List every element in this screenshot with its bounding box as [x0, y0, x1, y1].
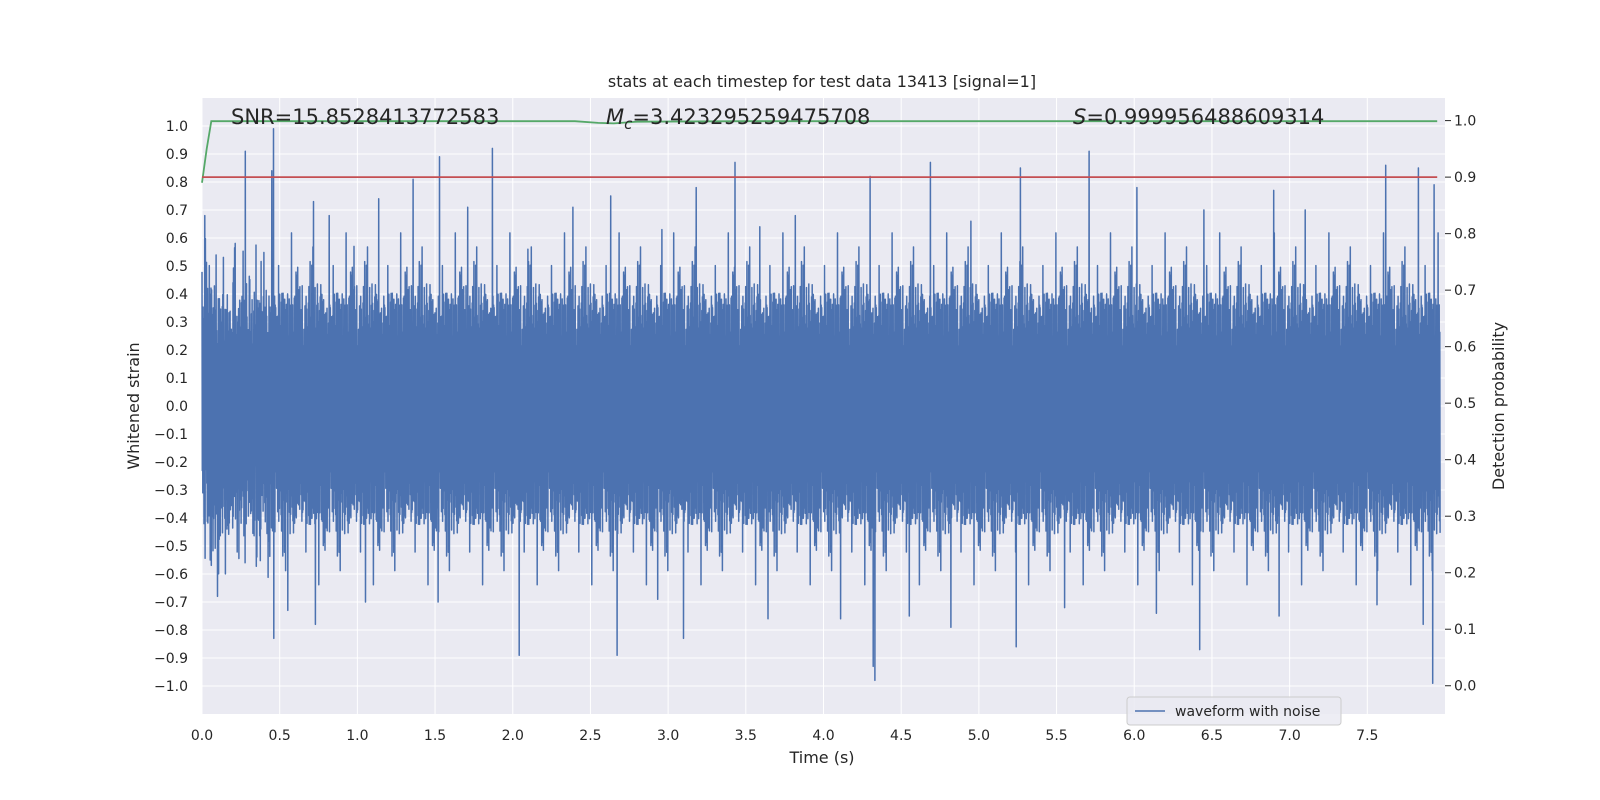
y-tick-label-left: −0.4	[154, 511, 188, 527]
y-tick-label-right: 0.5	[1454, 396, 1476, 412]
y-tick-label-right: 0.2	[1454, 566, 1476, 582]
score-symbol: S	[1073, 105, 1086, 129]
detection-probability-line	[201, 120, 1438, 183]
legend-label-waveform: waveform with noise	[1175, 704, 1320, 720]
y-tick-label-right: 0.8	[1454, 227, 1476, 243]
y-tick-label-left: 0.1	[166, 371, 188, 387]
legend-box	[1126, 696, 1342, 726]
y-tick-label-left: 0.0	[166, 399, 188, 415]
score-annotation: S=0.999956488609314	[1073, 105, 1324, 129]
y-tick-label-right: 0.4	[1454, 453, 1476, 469]
y-tick-label-right: 0.9	[1454, 170, 1476, 186]
y-tick-label-left: −0.9	[154, 651, 188, 667]
y-tick-label-left: −0.6	[154, 567, 188, 583]
x-tick-label: 2.0	[502, 728, 524, 744]
y-tick-label-left: 0.8	[166, 175, 188, 191]
y-tick-label-right: 0.6	[1454, 340, 1476, 356]
y-tick-label-left: −0.2	[154, 455, 188, 471]
chirp-mass-value: =3.423295259475708	[632, 105, 870, 129]
x-tick-label: 5.5	[1045, 728, 1067, 744]
x-tick-label: 5.0	[968, 728, 990, 744]
y-tick-label-left: −0.1	[154, 427, 188, 443]
x-tick-label: 7.0	[1278, 728, 1300, 744]
y-axis-label-right: Detection probability	[1489, 322, 1508, 490]
x-tick-label: 3.5	[735, 728, 757, 744]
chirp-mass-annotation: Mc=3.423295259475708	[606, 105, 870, 133]
chirp-mass-subscript: c	[624, 115, 633, 133]
chart-title: stats at each timestep for test data 134…	[608, 72, 1036, 91]
y-tick-label-left: 0.9	[166, 147, 188, 163]
x-tick-label: 0.5	[269, 728, 291, 744]
y-tick-label-right: 0.3	[1454, 509, 1476, 525]
y-tick-label-right: 0.7	[1454, 283, 1476, 299]
x-axis-label: Time (s)	[788, 748, 854, 767]
waveform-series	[201, 128, 1441, 684]
y-axis-label-left: Whitened strain	[124, 342, 143, 469]
y-tick-label-left: 0.2	[166, 343, 188, 359]
y-tick-label-left: 0.7	[166, 203, 188, 219]
x-tick-label: 7.5	[1356, 728, 1378, 744]
y-tick-label-right: 0.0	[1454, 679, 1476, 695]
y-tick-label-right: 0.1	[1454, 622, 1476, 638]
x-tick-label: 3.0	[657, 728, 679, 744]
snr-annotation: SNR=15.8528413772583	[231, 105, 499, 129]
y-tick-label-left: 0.4	[166, 287, 188, 303]
y-tick-label-left: −0.5	[154, 539, 188, 555]
y-tick-label-left: −0.3	[154, 483, 188, 499]
chirp-mass-symbol: M	[606, 105, 624, 129]
x-tick-label: 6.0	[1123, 728, 1145, 744]
legend: waveform with noise	[1126, 696, 1342, 726]
x-tick-label: 2.5	[579, 728, 601, 744]
y-tick-label-left: −0.7	[154, 595, 188, 611]
x-tick-label: 4.0	[812, 728, 834, 744]
x-tick-label: 1.0	[346, 728, 368, 744]
x-tick-label: 1.5	[424, 728, 446, 744]
y-tick-label-left: 0.3	[166, 315, 188, 331]
x-tick-label: 0.0	[191, 728, 213, 744]
y-tick-label-left: 1.0	[166, 119, 188, 135]
y-tick-label-left: 0.6	[166, 231, 188, 247]
y-tick-label-right: 1.0	[1454, 114, 1476, 130]
x-tick-label: 6.5	[1201, 728, 1223, 744]
y-tick-label-left: −0.8	[154, 623, 188, 639]
score-value: =0.999956488609314	[1086, 105, 1324, 129]
x-tick-label: 4.5	[890, 728, 912, 744]
y-tick-label-left: −1.0	[154, 679, 188, 695]
y-tick-label-left: 0.5	[166, 259, 188, 275]
